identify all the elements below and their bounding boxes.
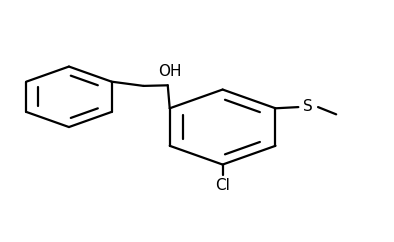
Text: Cl: Cl <box>215 178 230 193</box>
Text: S: S <box>303 99 313 114</box>
Text: OH: OH <box>158 64 182 79</box>
